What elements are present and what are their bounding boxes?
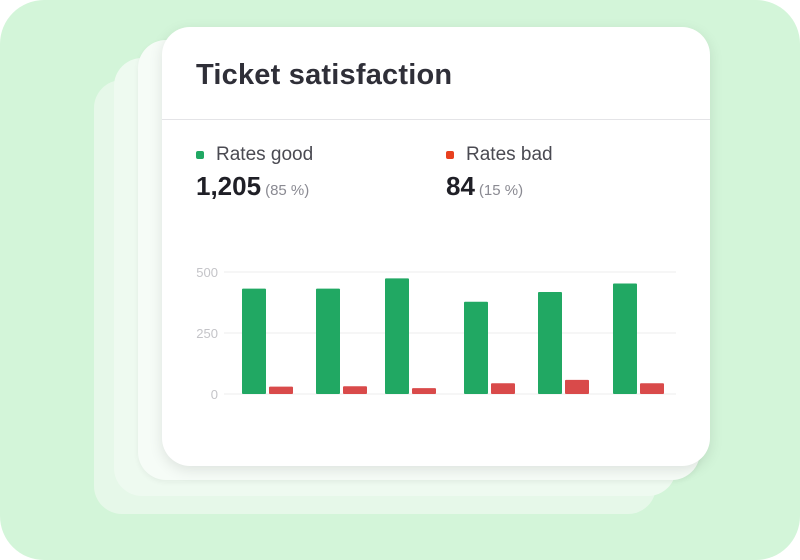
- bar-rates-bad-5[interactable]: [565, 379, 589, 394]
- bar-rates-bad-1[interactable]: [269, 386, 293, 394]
- y-tick-label: 500: [196, 265, 218, 280]
- bar-rates-bad-3[interactable]: [412, 388, 436, 394]
- bar-chart: 500 250 0: [196, 265, 676, 402]
- bar-rates-bad-4[interactable]: [491, 383, 515, 394]
- legend-bad-label: Rates bad: [466, 144, 553, 165]
- bar-rates-bad-2[interactable]: [343, 386, 367, 394]
- bar-rates-good-3[interactable]: [385, 278, 409, 394]
- bad-value-row: 84 (15 %): [446, 171, 553, 202]
- bar-rates-good-6[interactable]: [613, 283, 637, 394]
- y-tick-label: 250: [196, 326, 218, 341]
- bar-rates-good-2[interactable]: [316, 288, 340, 394]
- good-count: 1,205: [196, 171, 262, 201]
- y-tick-label: 0: [211, 387, 218, 402]
- legend-good: Rates good: [196, 143, 313, 167]
- good-value-row: 1,205 (85 %): [196, 171, 313, 202]
- bar-rates-bad-6[interactable]: [640, 383, 664, 394]
- bar-rates-good-5[interactable]: [538, 292, 562, 394]
- legend-good-swatch: [196, 151, 204, 159]
- bad-percent: (15 %): [478, 182, 524, 199]
- bar-rates-good-1[interactable]: [242, 288, 266, 394]
- title-divider: [162, 119, 710, 120]
- card-title: Ticket satisfaction: [196, 59, 453, 91]
- legend-good-label: Rates good: [216, 144, 314, 165]
- bad-count: 84: [446, 171, 475, 201]
- bar-rates-good-4[interactable]: [464, 301, 488, 394]
- stat-rates-good: Rates good 1,205 (85 %): [196, 143, 313, 202]
- good-percent: (85 %): [265, 182, 310, 199]
- stat-rates-bad: Rates bad 84 (15 %): [446, 143, 553, 202]
- legend-bad: Rates bad: [446, 143, 553, 167]
- ticket-satisfaction-card: Ticket satisfaction Rates good 1,205 (85…: [162, 27, 710, 466]
- legend-bad-swatch: [446, 151, 454, 159]
